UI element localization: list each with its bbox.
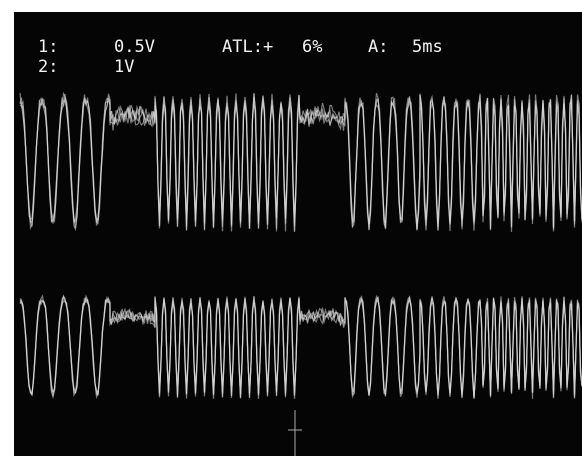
- screen: [14, 12, 582, 456]
- page: 1: 0.5V ATL:+ 6% A: 5ms 2: 1V (() => { c…: [0, 0, 582, 456]
- channel-scale: 1V: [114, 57, 134, 77]
- channel-scale: 0.5V: [114, 37, 155, 57]
- timebase-label: A:: [368, 37, 388, 57]
- timebase-value: 5ms: [412, 37, 443, 57]
- oscilloscope-photo: 1: 0.5V ATL:+ 6% A: 5ms 2: 1V: [0, 0, 582, 456]
- channel-label: 1:: [38, 37, 58, 57]
- channel-label: 2:: [38, 57, 58, 77]
- trigger-label: ATL:+: [222, 37, 273, 57]
- trigger-level: 6%: [302, 37, 322, 57]
